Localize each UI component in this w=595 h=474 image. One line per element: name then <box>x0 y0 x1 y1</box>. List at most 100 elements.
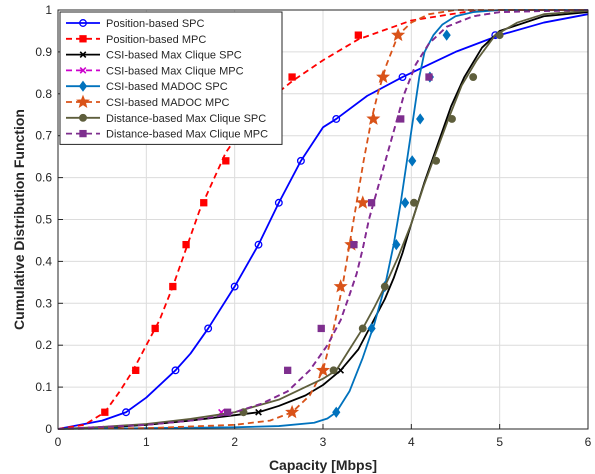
y-tick-label-1: 0.1 <box>35 380 52 394</box>
series-1 <box>57 9 588 430</box>
series-line-0 <box>57 13 589 430</box>
y-tick-label-6: 0.6 <box>35 171 52 185</box>
y-tick-label-5: 0.5 <box>35 213 52 227</box>
x-tick-label-0: 0 <box>55 435 62 449</box>
series-5-marker-0 <box>285 404 300 419</box>
series-line-5 <box>57 9 588 430</box>
y-tick-label-9: 0.9 <box>35 45 52 59</box>
series-1-marker-4 <box>182 240 190 249</box>
series-0-marker-8 <box>398 73 407 81</box>
series-7-marker-4 <box>367 199 376 207</box>
series-1-marker-1 <box>132 366 140 374</box>
series-6-marker-7 <box>469 73 478 81</box>
series-0-marker-7 <box>332 114 341 123</box>
series-6-marker-2 <box>358 324 367 333</box>
legend-label-7: Distance-based Max Clique MPC <box>106 129 268 141</box>
series-6-marker-5 <box>432 156 441 165</box>
legend-marker-6 <box>79 113 87 122</box>
series-5 <box>57 9 588 430</box>
legend-label-4: CSI-based MADOC SPC <box>106 81 228 93</box>
series-line-7 <box>57 9 589 430</box>
legend-label-1: Position-based MPC <box>106 34 206 46</box>
axis-ticks: 0 1 2 3 4 5 6 0 0.1 0.2 0.3 0.4 0.5 0.6 0.7 0.8 0.9 1 <box>35 3 591 449</box>
series-0-marker-1 <box>171 366 180 375</box>
x-tick-label-3: 3 <box>320 435 327 449</box>
series-4-marker-1 <box>367 322 376 335</box>
series-1-marker-6 <box>222 157 230 165</box>
series-5-marker-4 <box>355 195 370 209</box>
legend-box <box>59 11 283 145</box>
series-5-marker-5 <box>366 111 381 125</box>
y-tick-label-3: 0.3 <box>35 296 52 310</box>
legend-item-2: CSI-based Max Clique SPC <box>66 50 242 62</box>
series-0-marker-3 <box>230 282 239 291</box>
legend-item-7: Distance-based Max Clique MPC <box>66 129 268 141</box>
series-6-marker-3 <box>380 282 389 291</box>
series-1-marker-5 <box>200 199 208 207</box>
legend-label-5: CSI-based MADOC MPC <box>106 97 230 109</box>
series-0-marker-2 <box>204 324 213 333</box>
x-tick-label-6: 6 <box>585 435 592 449</box>
legend-label-6: Distance-based Max Clique SPC <box>106 113 266 125</box>
y-axis-label: Cumulative Distribution Function <box>11 109 27 330</box>
series-0 <box>57 13 589 430</box>
series-7-marker-6 <box>425 73 433 81</box>
series-7-marker-2 <box>317 324 325 333</box>
legend-item-5: CSI-based MADOC MPC <box>66 94 230 109</box>
series-2-marker-0 <box>255 408 262 416</box>
x-tick-label-1: 1 <box>143 435 150 449</box>
series-layer <box>57 9 589 430</box>
series-4-marker-8 <box>442 29 451 41</box>
series-1-marker-3 <box>169 282 177 291</box>
series-4-marker-4 <box>401 197 410 209</box>
series-4-marker-0 <box>332 406 341 418</box>
legend-marker-1 <box>79 35 87 43</box>
series-5-marker-7 <box>391 27 406 42</box>
series-5-marker-6 <box>376 69 391 83</box>
series-1-marker-8 <box>354 31 362 39</box>
series-5-marker-2 <box>333 279 348 293</box>
series-7-marker-0 <box>223 408 232 416</box>
series-7 <box>57 9 589 430</box>
legend-label-0: Position-based SPC <box>106 18 204 30</box>
series-6-marker-1 <box>329 366 338 375</box>
series-0-marker-0 <box>122 408 130 417</box>
series-1-marker-7 <box>288 73 296 81</box>
series-0-marker-4 <box>254 240 263 249</box>
legend-marker-2 <box>79 51 87 58</box>
y-tick-label-4: 0.4 <box>35 254 52 268</box>
legend-item-4: CSI-based MADOC SPC <box>66 80 228 93</box>
x-tick-label-2: 2 <box>231 435 238 449</box>
y-tick-label-8: 0.8 <box>35 87 52 101</box>
legend-item-0: Position-based SPC <box>66 18 204 30</box>
series-7-marker-1 <box>284 366 292 374</box>
legend-marker-5 <box>75 94 91 108</box>
y-tick-label-10: 1 <box>45 3 52 17</box>
series-0-marker-6 <box>296 156 305 165</box>
series-6-marker-8 <box>495 31 504 40</box>
x-tick-label-5: 5 <box>496 435 503 449</box>
legend-item-1: Position-based MPC <box>66 34 206 46</box>
y-tick-label-2: 0.2 <box>35 338 52 352</box>
series-4-marker-6 <box>416 113 425 125</box>
y-tick-label-0: 0 <box>45 422 52 436</box>
series-1-marker-0 <box>101 408 109 416</box>
series-2-marker-1 <box>337 366 345 374</box>
series-4-marker-5 <box>408 155 417 167</box>
series-1-marker-2 <box>151 324 159 333</box>
series-4-marker-3 <box>392 239 401 251</box>
x-axis-label: Capacity [Mbps] <box>269 457 377 473</box>
series-line-1 <box>57 9 588 430</box>
legend-label-3: CSI-based Max Clique MPC <box>106 65 244 77</box>
x-tick-label-4: 4 <box>408 435 415 449</box>
legend-marker-4 <box>78 80 88 92</box>
legend-item-3: CSI-based Max Clique MPC <box>66 65 244 77</box>
legend-marker-3 <box>79 67 87 74</box>
legend-item-6: Distance-based Max Clique SPC <box>66 113 266 125</box>
series-5-marker-1 <box>315 362 331 377</box>
series-0-marker-5 <box>274 198 283 207</box>
series-6-marker-4 <box>410 198 418 207</box>
series-6-marker-6 <box>448 114 456 123</box>
